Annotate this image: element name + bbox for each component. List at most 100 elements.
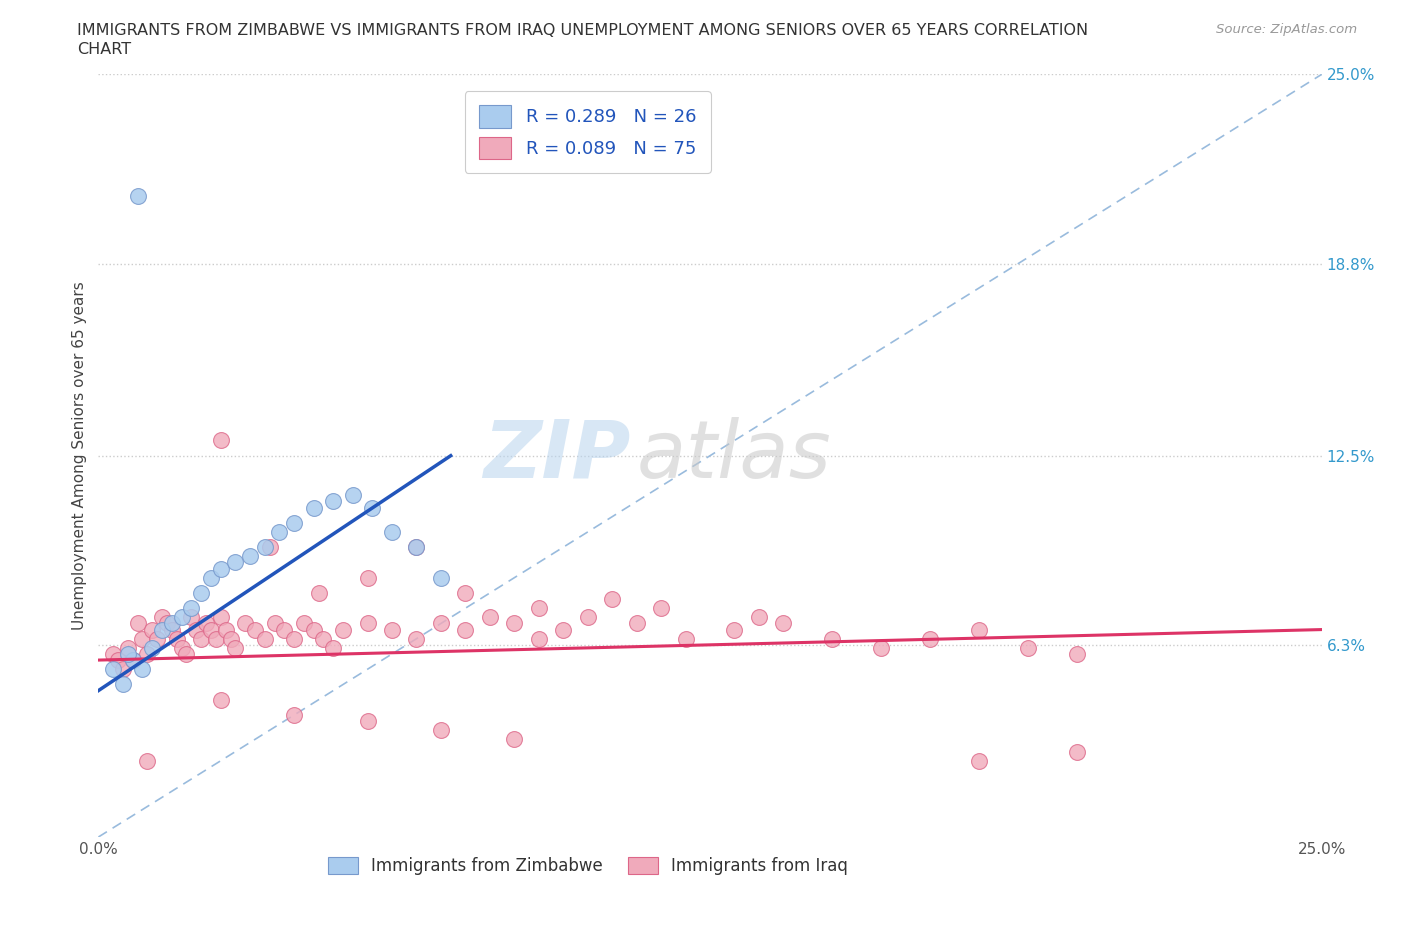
- Point: [101, 646, 124, 661]
- Point: [292, 616, 315, 631]
- Point: [259, 539, 281, 554]
- Point: [650, 601, 672, 616]
- Point: [224, 641, 246, 656]
- Point: [503, 616, 526, 631]
- Point: [821, 631, 844, 646]
- Point: [195, 616, 218, 631]
- Point: [146, 631, 169, 646]
- Text: atlas: atlas: [637, 417, 831, 495]
- Point: [166, 631, 188, 646]
- Point: [136, 753, 159, 768]
- Point: [200, 570, 222, 585]
- Point: [156, 616, 179, 631]
- Point: [527, 601, 550, 616]
- Point: [121, 653, 143, 668]
- Point: [141, 641, 163, 656]
- Point: [180, 601, 202, 616]
- Point: [214, 622, 236, 637]
- Point: [430, 616, 453, 631]
- Point: [381, 525, 404, 539]
- Point: [131, 662, 153, 677]
- Point: [117, 641, 139, 656]
- Point: [121, 653, 143, 668]
- Point: [205, 631, 228, 646]
- Point: [263, 616, 285, 631]
- Point: [253, 539, 276, 554]
- Point: [160, 616, 183, 631]
- Point: [111, 677, 134, 692]
- Point: [219, 631, 242, 646]
- Point: [405, 631, 427, 646]
- Point: [576, 610, 599, 625]
- Point: [454, 622, 477, 637]
- Text: Source: ZipAtlas.com: Source: ZipAtlas.com: [1216, 23, 1357, 36]
- Point: [190, 631, 212, 646]
- Point: [170, 610, 193, 625]
- Point: [723, 622, 745, 637]
- Point: [186, 622, 208, 637]
- Point: [870, 641, 893, 656]
- Point: [283, 631, 305, 646]
- Point: [478, 610, 501, 625]
- Legend: R = 0.289   N = 26, R = 0.089   N = 75: R = 0.289 N = 26, R = 0.089 N = 75: [464, 91, 711, 173]
- Point: [209, 561, 232, 576]
- Point: [233, 616, 256, 631]
- Text: ZIP: ZIP: [484, 417, 630, 495]
- Point: [302, 500, 325, 515]
- Point: [283, 708, 305, 723]
- Point: [141, 622, 163, 637]
- Point: [111, 662, 134, 677]
- Point: [190, 586, 212, 601]
- Point: [127, 189, 149, 204]
- Point: [269, 525, 291, 539]
- Point: [1066, 646, 1088, 661]
- Point: [356, 713, 378, 728]
- Point: [405, 539, 427, 554]
- Point: [200, 622, 222, 637]
- Point: [1017, 641, 1039, 656]
- Point: [361, 500, 384, 515]
- Point: [209, 433, 232, 448]
- Point: [243, 622, 266, 637]
- Point: [239, 549, 262, 564]
- Point: [273, 622, 295, 637]
- Point: [1066, 744, 1088, 759]
- Point: [160, 622, 183, 637]
- Y-axis label: Unemployment Among Seniors over 65 years: Unemployment Among Seniors over 65 years: [72, 282, 87, 631]
- Point: [527, 631, 550, 646]
- Point: [626, 616, 648, 631]
- Point: [553, 622, 575, 637]
- Point: [224, 555, 246, 570]
- Point: [170, 641, 193, 656]
- Point: [302, 622, 325, 637]
- Point: [150, 622, 173, 637]
- Point: [180, 610, 202, 625]
- Point: [430, 723, 453, 737]
- Point: [967, 622, 990, 637]
- Point: [503, 732, 526, 747]
- Point: [136, 646, 159, 661]
- Point: [101, 662, 124, 677]
- Point: [920, 631, 942, 646]
- Point: [772, 616, 794, 631]
- Point: [176, 646, 198, 661]
- Text: CHART: CHART: [77, 42, 131, 57]
- Point: [107, 653, 129, 668]
- Point: [342, 488, 364, 503]
- Point: [332, 622, 354, 637]
- Point: [967, 753, 990, 768]
- Point: [675, 631, 697, 646]
- Point: [356, 616, 378, 631]
- Point: [600, 591, 623, 606]
- Point: [430, 570, 453, 585]
- Point: [117, 646, 139, 661]
- Point: [283, 515, 305, 530]
- Point: [381, 622, 404, 637]
- Point: [209, 692, 232, 707]
- Point: [150, 610, 173, 625]
- Point: [322, 494, 344, 509]
- Point: [308, 586, 330, 601]
- Point: [405, 539, 427, 554]
- Point: [322, 641, 344, 656]
- Point: [748, 610, 770, 625]
